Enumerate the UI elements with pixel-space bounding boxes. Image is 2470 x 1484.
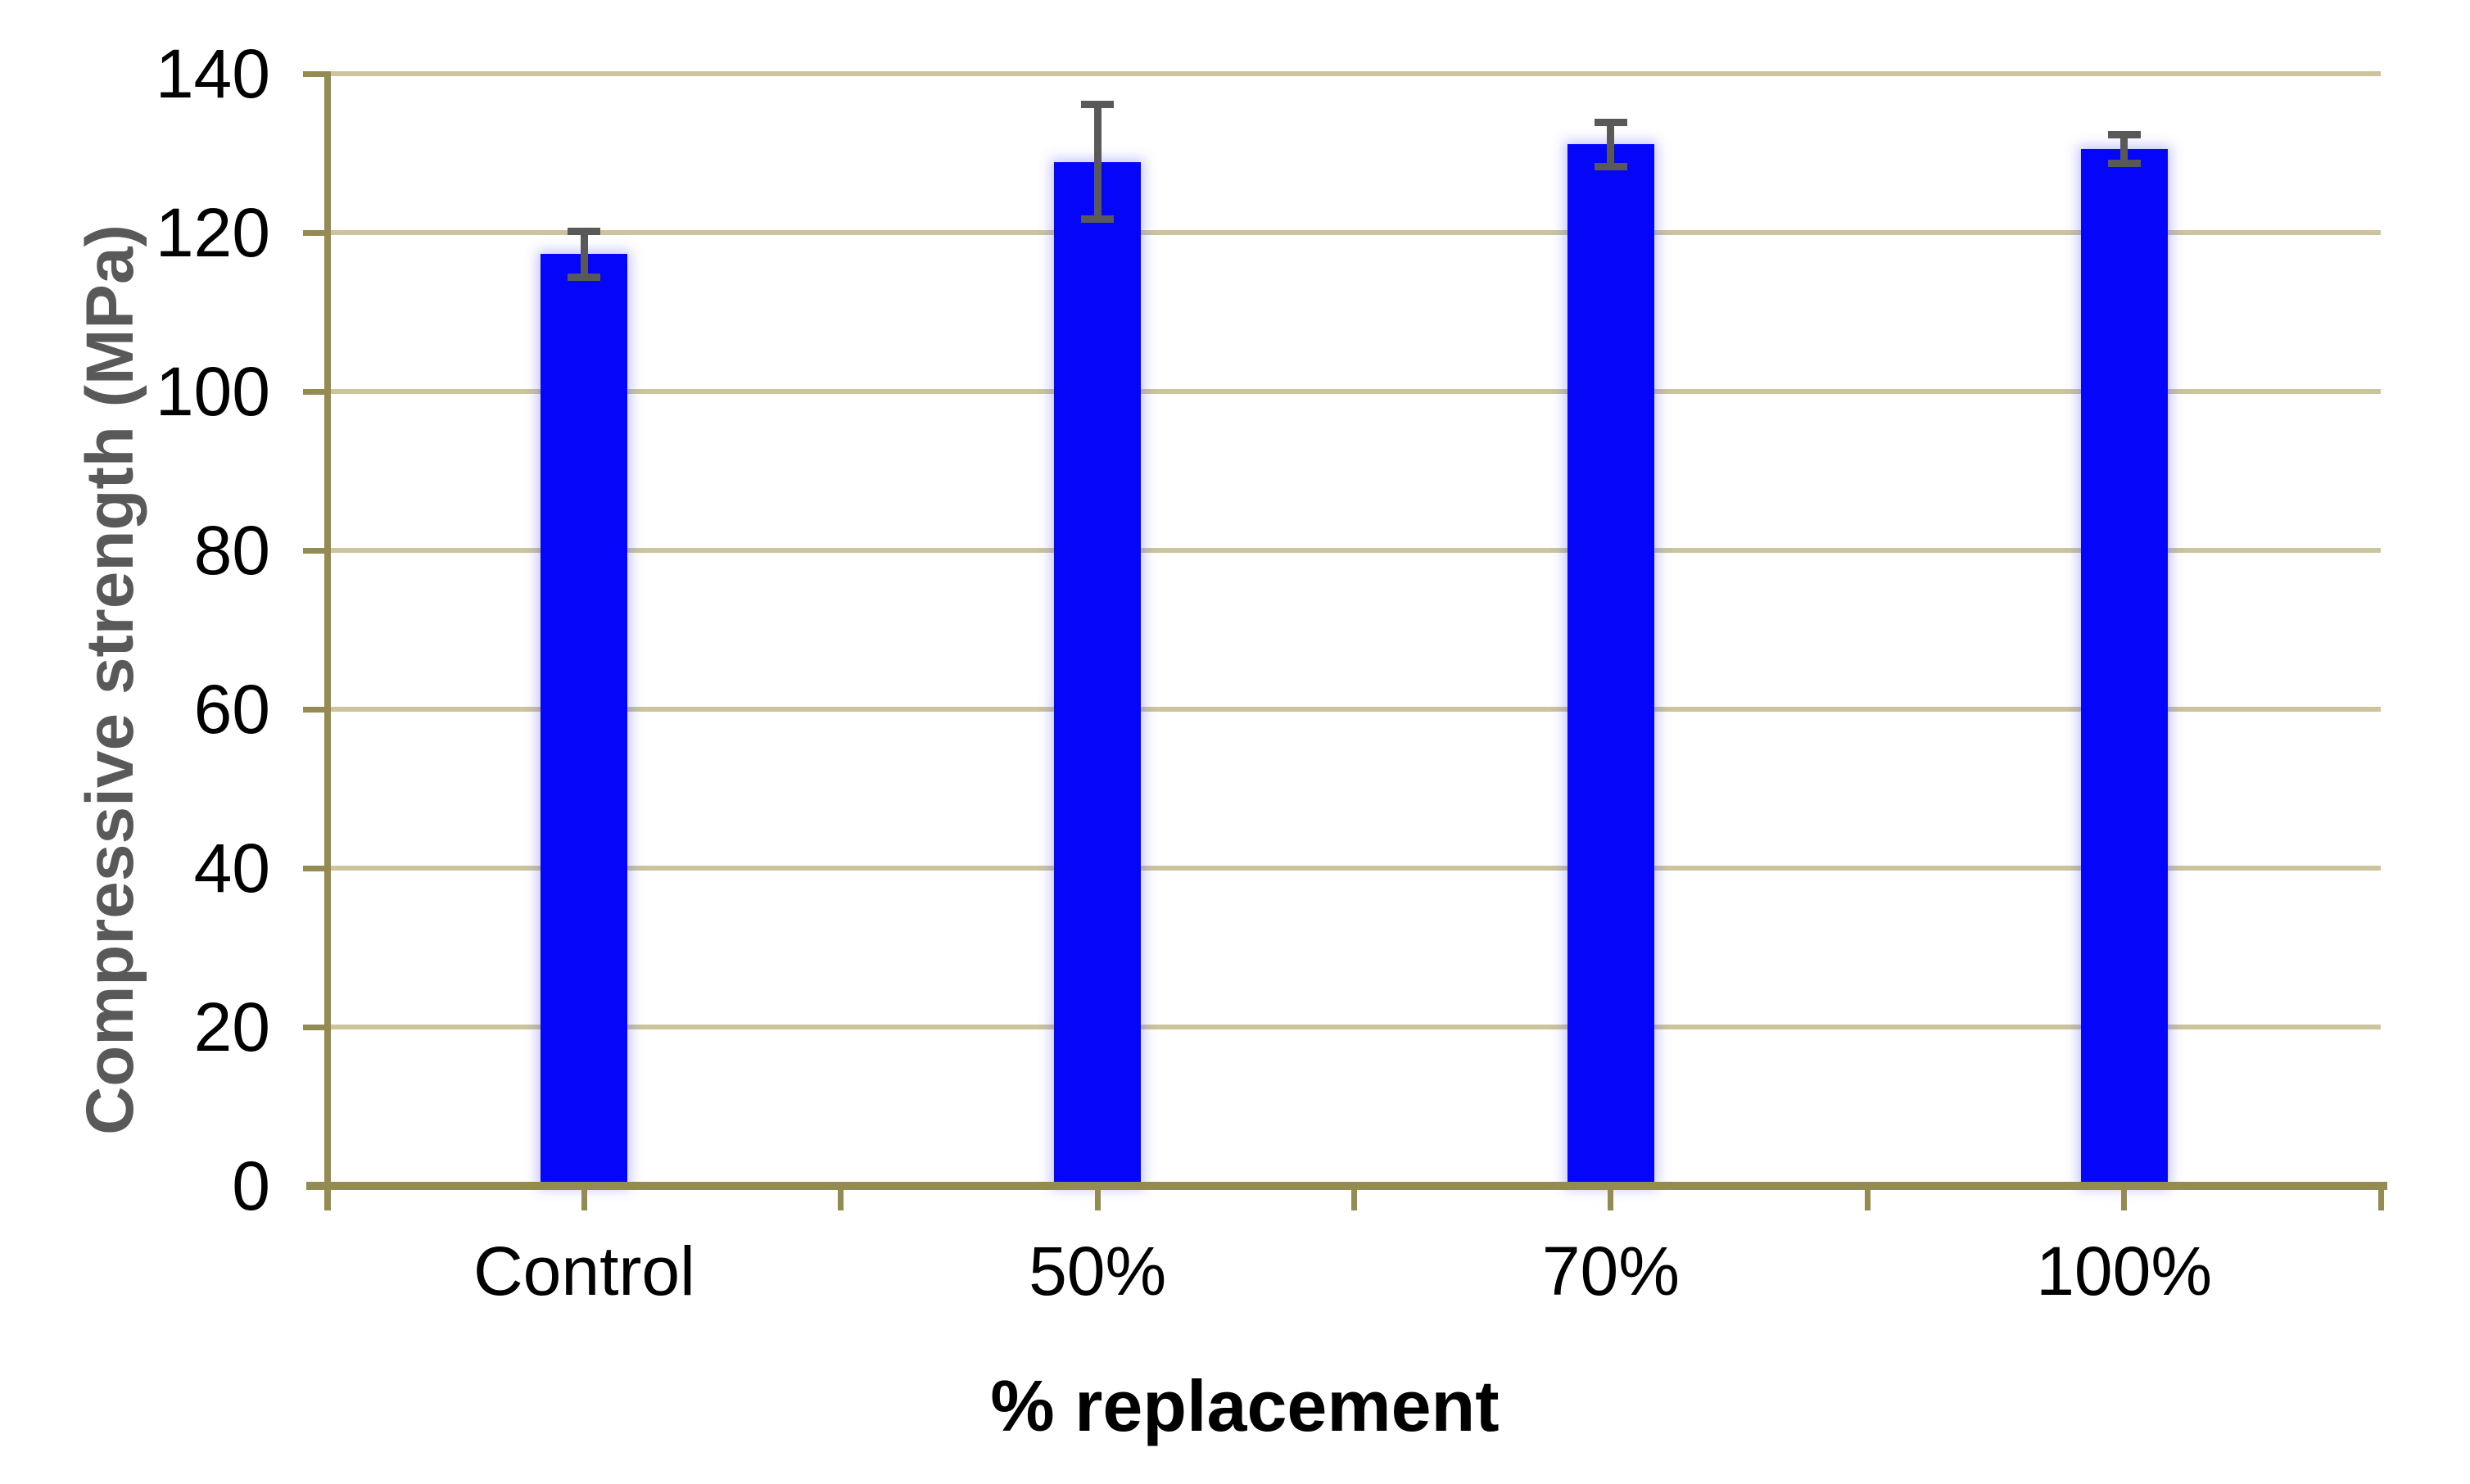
gridline (328, 548, 2381, 553)
error-bar-whisker (1607, 122, 1615, 167)
error-bar-cap-top (1081, 101, 1115, 109)
error-bar-cap-top (2107, 131, 2141, 139)
y-tick-mark (303, 866, 328, 871)
x-category-label: Control (473, 1233, 695, 1310)
y-tick-label: 40 (193, 830, 270, 907)
gridline (328, 707, 2381, 712)
x-axis-title: % replacement (990, 1365, 1500, 1446)
plot-area (303, 71, 2387, 1210)
bar (2080, 149, 2168, 1186)
gridline (328, 71, 2381, 76)
x-category-label: 70% (1541, 1233, 1680, 1310)
x-axis-line (306, 1182, 2387, 1190)
error-bar-cap-bottom (1594, 162, 1627, 170)
y-axis-line (324, 71, 331, 1210)
y-tick-label: 120 (155, 194, 270, 271)
bar (541, 254, 628, 1186)
x-category-label: 50% (1029, 1233, 1167, 1310)
x-tick-mark (1608, 1186, 1614, 1210)
x-tick-mark (2377, 1186, 2384, 1210)
gridline (328, 389, 2381, 394)
bar (1054, 161, 1142, 1186)
x-tick-mark (1094, 1186, 1101, 1210)
error-bar-whisker (580, 231, 588, 278)
error-bar-whisker (2120, 134, 2128, 164)
x-tick-mark (2121, 1186, 2128, 1210)
y-tick-label: 0 (232, 1147, 270, 1224)
error-bar-cap-bottom (2107, 160, 2141, 168)
x-tick-mark (1351, 1186, 1357, 1210)
error-bar-cap-bottom (1081, 215, 1115, 223)
y-tick-label: 100 (155, 353, 270, 430)
y-tick-label: 60 (193, 671, 270, 748)
x-tick-mark (324, 1186, 331, 1210)
error-bar-cap-top (568, 227, 601, 235)
y-tick-mark (303, 548, 328, 554)
y-tick-mark (303, 1025, 328, 1030)
gridline (328, 1025, 2381, 1029)
error-bar-whisker (1093, 104, 1102, 219)
error-bar-cap-top (1594, 118, 1627, 126)
x-tick-mark (1864, 1186, 1871, 1210)
y-tick-label: 20 (193, 989, 270, 1065)
y-tick-label: 80 (193, 512, 270, 589)
x-tick-mark (838, 1186, 844, 1210)
y-tick-mark (303, 230, 328, 236)
gridline (328, 866, 2381, 871)
gridline (328, 230, 2381, 235)
x-category-label: 100% (2036, 1233, 2213, 1310)
y-tick-mark (303, 389, 328, 395)
x-tick-mark (581, 1186, 587, 1210)
y-tick-mark (303, 71, 328, 77)
bar (1567, 144, 1654, 1186)
y-tick-label: 140 (155, 35, 270, 112)
error-bar-cap-bottom (568, 273, 601, 281)
y-tick-mark (303, 707, 328, 713)
